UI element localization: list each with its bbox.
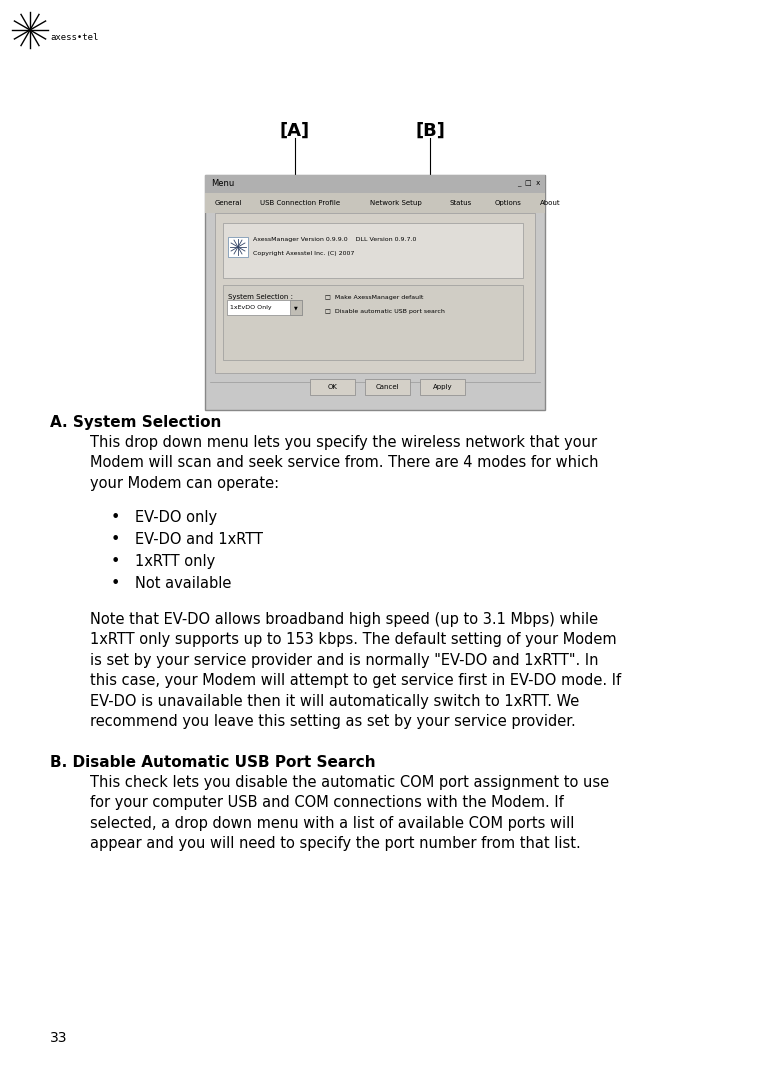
Text: About: About xyxy=(540,200,561,206)
Bar xyxy=(205,175,545,410)
Text: Apply: Apply xyxy=(433,384,453,390)
Bar xyxy=(228,237,248,257)
Text: Copyright Axesstel Inc. (C) 2007: Copyright Axesstel Inc. (C) 2007 xyxy=(253,251,354,256)
Text: 33: 33 xyxy=(50,1031,67,1045)
Bar xyxy=(365,379,410,395)
Bar xyxy=(223,285,523,360)
Text: This drop down menu lets you specify the wireless network that your
Modem will s: This drop down menu lets you specify the… xyxy=(90,435,599,490)
Text: This check lets you disable the automatic COM port assignment to use
for your co: This check lets you disable the automati… xyxy=(90,775,609,851)
Text: USB Connection Profile: USB Connection Profile xyxy=(260,200,340,206)
Text: Note that EV-DO allows broadband high speed (up to 3.1 Mbps) while
1xRTT only su: Note that EV-DO allows broadband high sp… xyxy=(90,612,621,729)
Text: axess•tel: axess•tel xyxy=(50,33,98,43)
Text: □  Disable automatic USB port search: □ Disable automatic USB port search xyxy=(325,309,445,314)
Text: Not available: Not available xyxy=(135,576,232,591)
Text: System Selection :: System Selection : xyxy=(228,294,293,300)
Text: □  Make AxessManager default: □ Make AxessManager default xyxy=(325,294,423,300)
Text: Options: Options xyxy=(495,200,522,206)
Bar xyxy=(290,300,302,314)
Text: ▼: ▼ xyxy=(294,305,298,310)
Bar xyxy=(205,175,545,193)
Text: EV-DO only: EV-DO only xyxy=(135,510,217,524)
Bar xyxy=(223,223,523,278)
Text: B. Disable Automatic USB Port Search: B. Disable Automatic USB Port Search xyxy=(50,755,375,770)
Text: 1xRTT only: 1xRTT only xyxy=(135,554,215,569)
Text: •: • xyxy=(111,554,120,569)
Text: •: • xyxy=(111,576,120,591)
Text: AxessManager Version 0.9.9.0    DLL Version 0.9.7.0: AxessManager Version 0.9.9.0 DLL Version… xyxy=(253,237,416,242)
Bar xyxy=(215,213,535,373)
Text: [A]: [A] xyxy=(280,122,310,140)
Text: Cancel: Cancel xyxy=(375,384,399,390)
Text: Menu: Menu xyxy=(211,179,234,189)
Bar xyxy=(205,193,545,213)
Text: _  □  x: _ □ x xyxy=(517,181,540,188)
Bar xyxy=(227,300,302,314)
Text: OK: OK xyxy=(328,384,338,390)
Text: A. System Selection: A. System Selection xyxy=(50,415,221,430)
Bar xyxy=(420,379,465,395)
Text: [B]: [B] xyxy=(415,122,445,140)
Text: EV-DO and 1xRTT: EV-DO and 1xRTT xyxy=(135,532,263,547)
Bar xyxy=(310,379,355,395)
Text: Status: Status xyxy=(450,200,472,206)
Text: •: • xyxy=(111,510,120,524)
Text: Network Setup: Network Setup xyxy=(370,200,422,206)
Text: General: General xyxy=(215,200,242,206)
Text: 1xEvDO Only: 1xEvDO Only xyxy=(230,305,272,310)
Text: •: • xyxy=(111,532,120,547)
